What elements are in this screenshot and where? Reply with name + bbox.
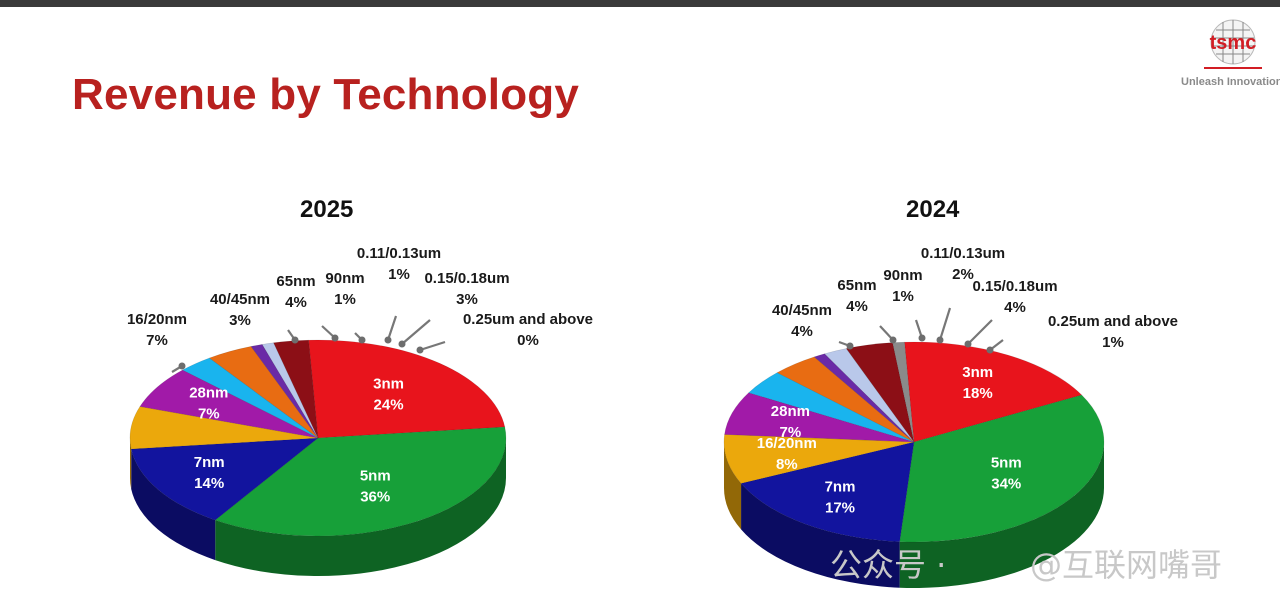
slice-7nm bbox=[740, 441, 915, 543]
slice-value: 4% bbox=[1004, 299, 1026, 316]
slice-value: 36% bbox=[360, 488, 390, 505]
slice-label: 90nm bbox=[325, 270, 364, 287]
slice-value: 0% bbox=[517, 332, 539, 349]
slice-value: 7% bbox=[780, 424, 802, 441]
leader-dot bbox=[846, 342, 854, 350]
slice-label: 28nm bbox=[189, 384, 228, 401]
slice-value: 4% bbox=[791, 323, 813, 340]
leader-dot bbox=[291, 336, 299, 344]
slice-5nm bbox=[214, 426, 507, 537]
slice-value: 1% bbox=[388, 266, 410, 283]
slice-value: 8% bbox=[776, 456, 798, 473]
slice-side-7nm bbox=[741, 483, 900, 588]
slice-side-5nm bbox=[899, 442, 1104, 588]
slice-value: 14% bbox=[194, 475, 224, 492]
slice-label: 28nm bbox=[771, 403, 810, 420]
slice-label: 16/20nm bbox=[757, 435, 817, 452]
page-title: Revenue by Technology bbox=[72, 70, 580, 119]
slice-label: 40/45nm bbox=[772, 302, 832, 319]
slice-label: 40/45nm bbox=[210, 291, 270, 308]
leader-line bbox=[386, 315, 398, 341]
slice-40/45nm bbox=[181, 357, 319, 439]
slice-65nm bbox=[208, 346, 319, 439]
slice-label: 0.11/0.13um bbox=[357, 245, 441, 262]
leader-dot bbox=[918, 334, 926, 342]
tsmc-logo: tsmc bbox=[1204, 19, 1262, 69]
chart-title-2025: 2025 bbox=[300, 196, 354, 223]
watermark-right: @互联网嘴哥 bbox=[1030, 546, 1223, 584]
slice-label: 3nm bbox=[962, 364, 993, 381]
slice-value: 1% bbox=[892, 288, 914, 305]
slice-label: 65nm bbox=[837, 277, 876, 294]
brand-tagline: Unleash Innovation bbox=[1181, 76, 1280, 88]
leader-line bbox=[419, 340, 446, 352]
slice-16/20nm bbox=[723, 434, 915, 484]
slice-label: 0.25um and above bbox=[1048, 313, 1178, 330]
slice-0.11/0.13um bbox=[824, 348, 915, 443]
slice-label: 5nm bbox=[991, 455, 1022, 472]
slice-90nm bbox=[250, 344, 319, 439]
leader-line bbox=[938, 307, 952, 341]
slice-label: 65nm bbox=[276, 273, 315, 290]
slice-label: 16/20nm bbox=[127, 311, 187, 328]
slice-value: 1% bbox=[1102, 334, 1124, 351]
slice-value: 7% bbox=[198, 405, 220, 422]
leader-dot bbox=[384, 336, 392, 344]
slice-label: 0.11/0.13um bbox=[921, 245, 1005, 262]
slice-40/45nm bbox=[748, 372, 915, 443]
slice-value: 24% bbox=[374, 397, 404, 414]
slice-7nm bbox=[130, 437, 319, 521]
slice-value: 18% bbox=[963, 385, 993, 402]
slice-label: 90nm bbox=[883, 267, 922, 284]
pie-2024: 3nm 18% 5nm 34% 7nm 17% 16/20nm 8% 28nm 7% 40/45nm… bbox=[723, 245, 1178, 588]
slice-16/20nm bbox=[129, 406, 319, 450]
pie-2025: 3nm 24% 5nm 36% 7nm 14% 16/20nm 7% 28nm 7% 40/45nm… bbox=[127, 245, 593, 576]
slice-label: 5nm bbox=[360, 467, 391, 484]
leader-dot bbox=[358, 336, 366, 344]
slice-0.11/0.13um bbox=[261, 342, 319, 439]
leader-dot bbox=[331, 334, 339, 342]
slice-value: 7% bbox=[146, 332, 168, 349]
leader-dot bbox=[986, 346, 994, 354]
slice-side-7nm bbox=[131, 449, 216, 561]
slice-label: 0.25um and above bbox=[463, 311, 593, 328]
slice-label: 3nm bbox=[373, 376, 404, 393]
leader-dot bbox=[416, 346, 424, 354]
slice-0.15/0.18um bbox=[273, 339, 319, 439]
slice-65nm bbox=[776, 356, 915, 443]
slice-label: 0.15/0.18um bbox=[972, 278, 1057, 295]
leader-dot bbox=[889, 336, 897, 344]
leader-dot bbox=[178, 362, 186, 370]
watermark-left: 公众号 · bbox=[830, 546, 947, 584]
slice-28nm bbox=[139, 369, 319, 439]
slice-value: 3% bbox=[229, 312, 251, 329]
slice-28nm bbox=[724, 392, 915, 443]
slice-value: 4% bbox=[285, 294, 307, 311]
slice-value: 2% bbox=[952, 266, 974, 283]
chart-title-2024: 2024 bbox=[906, 196, 960, 223]
slice-label: 7nm bbox=[194, 454, 225, 471]
slice-label: 7nm bbox=[825, 479, 856, 496]
slice-value: 3% bbox=[456, 291, 478, 308]
slice-value: 34% bbox=[991, 476, 1021, 493]
slice-90nm bbox=[813, 353, 915, 443]
top-bar bbox=[0, 0, 1280, 7]
leader-dot bbox=[964, 340, 972, 348]
slice-label: 0.15/0.18um bbox=[424, 270, 509, 287]
slice-side-5nm bbox=[215, 438, 506, 576]
slice-value: 1% bbox=[334, 291, 356, 308]
slice-3nm bbox=[308, 339, 506, 439]
leader-line bbox=[967, 319, 993, 345]
logo-wordmark: tsmc bbox=[1210, 32, 1257, 54]
slice-value: 4% bbox=[846, 298, 868, 315]
slice-side-16/20nm bbox=[724, 442, 742, 530]
leader-line bbox=[401, 319, 431, 345]
leader-dot bbox=[398, 340, 406, 348]
slice-side-16/20nm bbox=[130, 438, 132, 490]
slice-5nm bbox=[899, 394, 1105, 543]
leader-dot bbox=[936, 336, 944, 344]
slice-3nm bbox=[904, 341, 1083, 443]
slice-value: 17% bbox=[825, 500, 855, 517]
